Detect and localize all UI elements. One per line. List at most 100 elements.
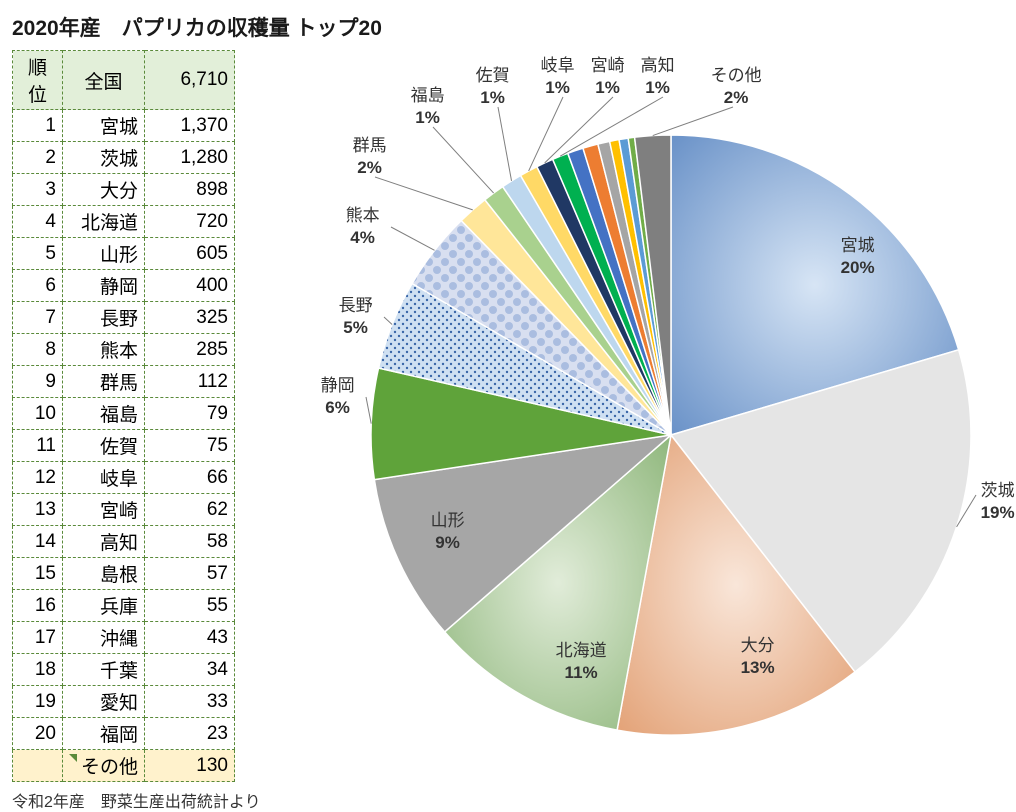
pie-label-pct: 13% [741,657,775,679]
pie-label-pct: 2% [711,87,762,109]
cell-name: 宮城 [63,110,145,142]
cell-name: 沖縄 [63,622,145,654]
pie-label-name: 熊本 [346,205,380,227]
table-row: 18 千葉 34 [13,654,235,686]
cell-value: 66 [145,462,235,494]
cell-name: 高知 [63,526,145,558]
cell-name: 岐阜 [63,462,145,494]
table-row: 15 島根 57 [13,558,235,590]
cell-rank: 13 [13,494,63,526]
cell-rank: 19 [13,686,63,718]
pie-label-pct: 1% [641,77,675,99]
table-row: 14 高知 58 [13,526,235,558]
table-row: 2 茨城 1,280 [13,142,235,174]
pie-label-name: 長野 [339,295,373,317]
pie-label-pct: 19% [981,502,1015,524]
cell-rank: 17 [13,622,63,654]
cell-name: 宮崎 [63,494,145,526]
pie-label-name: 山形 [431,510,465,532]
table-row: 6 静岡 400 [13,270,235,302]
leader-line [375,177,473,210]
cell-rank: 8 [13,334,63,366]
pie-label: 熊本4% [346,205,380,249]
content-row: 順位 全国 6,710 1 宮城 1,370 2 茨城 1,280 3 大分 8… [12,50,1004,812]
pie-label-name: 宮城 [841,235,875,257]
cell-rank: 6 [13,270,63,302]
pie-label-pct: 1% [411,107,445,129]
pie-label: 大分13% [741,635,775,679]
pie-label: 北海道11% [556,640,607,684]
table-row: 1 宮城 1,370 [13,110,235,142]
pie-label-name: 静岡 [321,375,355,397]
pie-label-name: 宮崎 [591,55,625,77]
pie-label-name: 茨城 [981,480,1015,502]
cell-rank: 5 [13,238,63,270]
pie-chart-area: 宮城20%茨城19%大分13%北海道11%山形9%静岡6%長野5%熊本4%群馬2… [281,50,1016,750]
cell-rank: 18 [13,654,63,686]
cell-value: 325 [145,302,235,334]
cell-value: 285 [145,334,235,366]
table-row: 16 兵庫 55 [13,590,235,622]
table-row: 3 大分 898 [13,174,235,206]
cell-name: 佐賀 [63,430,145,462]
cell-name: 福岡 [63,718,145,750]
table-row: 20 福岡 23 [13,718,235,750]
cell-name: 兵庫 [63,590,145,622]
cell-rank: 15 [13,558,63,590]
table-row: 5 山形 605 [13,238,235,270]
pie-label: 群馬2% [353,135,387,179]
pie-label: 岐阜1% [541,55,575,99]
footer-text: 令和2年産 野菜生産出荷統計より [12,788,261,812]
pie-label: 佐賀1% [476,65,510,109]
pie-label: 長野5% [339,295,373,339]
cell-rank: 7 [13,302,63,334]
pie-label-pct: 20% [841,257,875,279]
pie-label-name: 高知 [641,55,675,77]
cell-value: 43 [145,622,235,654]
cell-name: 愛知 [63,686,145,718]
pie-label-name: 佐賀 [476,65,510,87]
cell-value: 62 [145,494,235,526]
cell-rank: 11 [13,430,63,462]
cell-rank: 1 [13,110,63,142]
table-row: 9 群馬 112 [13,366,235,398]
table-row: 4 北海道 720 [13,206,235,238]
pie-label: 宮崎1% [591,55,625,99]
pie-label-pct: 4% [346,227,380,249]
cell-name: 島根 [63,558,145,590]
pie-label: 茨城19% [981,480,1015,524]
cell-value: 400 [145,270,235,302]
header-rank: 順位 [13,51,63,110]
cell-value: 112 [145,366,235,398]
leader-line [384,317,392,324]
other-name: その他 [63,750,145,782]
cell-rank: 12 [13,462,63,494]
other-rank [13,750,63,782]
header-total: 6,710 [145,51,235,110]
pie-label-name: 大分 [741,635,775,657]
cell-value: 79 [145,398,235,430]
pie-label-name: 北海道 [556,640,607,662]
cell-value: 34 [145,654,235,686]
cell-name: 長野 [63,302,145,334]
pie-label: 宮城20% [841,235,875,279]
pie-label: 福島1% [411,85,445,129]
table-row: 7 長野 325 [13,302,235,334]
cell-value: 605 [145,238,235,270]
table-row: 8 熊本 285 [13,334,235,366]
pie-chart [281,50,1016,750]
cell-name: 熊本 [63,334,145,366]
table-row: 17 沖縄 43 [13,622,235,654]
cell-value: 898 [145,174,235,206]
pie-label-pct: 1% [476,87,510,109]
cell-rank: 16 [13,590,63,622]
leader-line [498,107,512,181]
table-row: 19 愛知 33 [13,686,235,718]
pie-label-pct: 5% [339,317,373,339]
table-row: 11 佐賀 75 [13,430,235,462]
pie-label-pct: 9% [431,532,465,554]
pie-label: その他2% [711,65,762,109]
cell-rank: 9 [13,366,63,398]
cell-rank: 20 [13,718,63,750]
cell-name: 静岡 [63,270,145,302]
